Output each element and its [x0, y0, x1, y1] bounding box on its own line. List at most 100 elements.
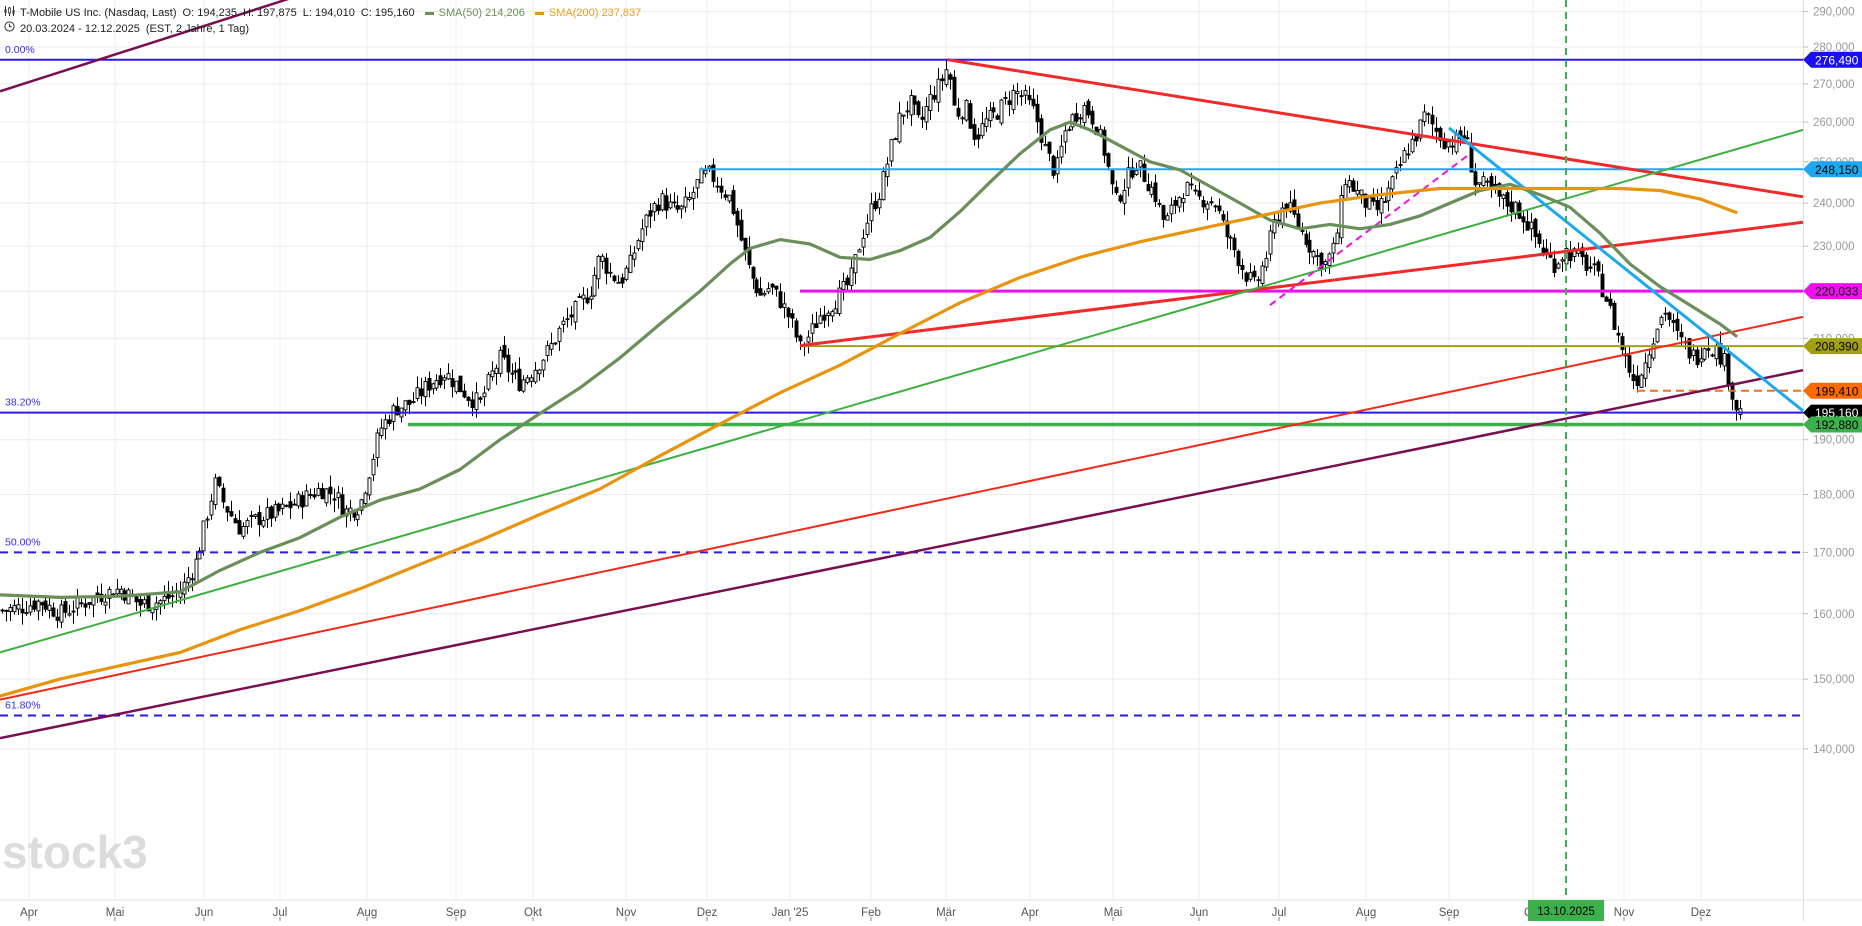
sma200-label[interactable]: SMA(200): [548, 7, 599, 19]
candle-up: [826, 312, 831, 316]
candle-down: [1153, 182, 1158, 203]
candle-down: [604, 257, 609, 274]
candle-down: [1375, 200, 1380, 211]
candle-down: [1671, 319, 1676, 324]
y-tick-label: 290,000: [1813, 6, 1855, 18]
candle-up: [261, 520, 266, 527]
drawing-lines[interactable]: [0, 0, 1804, 900]
candle-up: [1702, 348, 1707, 360]
candle-down: [513, 370, 518, 373]
candle-up: [273, 504, 278, 518]
candle-up: [1335, 232, 1340, 245]
candle-down: [1635, 375, 1640, 386]
x-tick-label: Sep: [446, 907, 466, 919]
uptrend-purple-line[interactable]: [0, 368, 1804, 740]
candle-up: [194, 558, 199, 583]
candle-up: [367, 477, 372, 496]
high-label: H:: [242, 7, 254, 19]
candle-up: [1288, 202, 1293, 212]
close-label: C:: [360, 7, 372, 19]
candle-down: [1351, 180, 1356, 192]
candle-up: [608, 271, 613, 274]
candle-down: [612, 275, 617, 282]
candle-down: [1047, 141, 1052, 154]
candle-up: [679, 205, 684, 210]
magenta-dashed-line[interactable]: [1269, 152, 1471, 306]
candle-down: [932, 95, 937, 100]
candle-up: [810, 323, 815, 334]
candle-down: [1620, 336, 1625, 350]
candle-down: [798, 335, 803, 342]
price-axis[interactable]: 290,000280,000270,000260,000250,000240,0…: [1803, 6, 1855, 756]
candle-up: [403, 400, 408, 411]
time-axis[interactable]: Apr Mai Jun Jul Aug Sep Okt Nov Dez Jan '25 Feb Mär…: [20, 900, 1711, 921]
candle-up: [375, 432, 380, 459]
clock-icon: [4, 21, 16, 37]
candle-down: [1675, 318, 1680, 331]
candle-up: [861, 237, 866, 248]
candle-down: [1304, 233, 1309, 246]
candle-down: [340, 494, 345, 516]
candle-down: [1517, 202, 1522, 219]
candle-up: [616, 281, 621, 284]
uptrend-red-thin-line[interactable]: [0, 315, 1804, 701]
candle-down: [1161, 205, 1166, 220]
candle-down: [873, 200, 878, 210]
uptrend-green-line[interactable]: [0, 128, 1804, 654]
x-tick-label: Nov: [1614, 907, 1635, 919]
candle-down: [1533, 218, 1538, 238]
candle-up: [1560, 259, 1565, 262]
downtrend-red-line[interactable]: [947, 58, 1804, 199]
upper-purple-line[interactable]: [0, 0, 460, 93]
candle-up: [1205, 203, 1210, 210]
candle-up: [909, 95, 914, 116]
downtrend-blue-line[interactable]: [1448, 126, 1804, 412]
candle-down: [1197, 190, 1202, 197]
candle-up: [486, 374, 491, 390]
candle-down: [952, 76, 957, 106]
candle-up: [1248, 272, 1253, 280]
candle-down: [1414, 135, 1419, 142]
x-tick-label: Jun: [1190, 907, 1209, 919]
candle-down: [778, 291, 783, 308]
candle-down: [1679, 331, 1684, 338]
open-label: O:: [182, 7, 195, 19]
low-value: 194,010: [315, 7, 355, 19]
candle-up: [1426, 113, 1431, 116]
candle-down: [276, 503, 281, 512]
candle-up: [1691, 349, 1696, 357]
price-tag-label: 220,033: [1815, 285, 1859, 299]
candle-down: [32, 600, 37, 610]
candle-up: [304, 490, 309, 507]
candle-down: [1604, 296, 1609, 302]
price-tag-label: 199,410: [1815, 384, 1859, 398]
candle-down: [1505, 192, 1510, 207]
candle-up: [1714, 344, 1719, 360]
price-tag-label: 248,150: [1815, 163, 1859, 177]
candle-up: [1003, 97, 1008, 99]
candle-up: [640, 228, 645, 242]
candle-down: [1434, 127, 1439, 132]
candle-up: [652, 203, 657, 213]
candle-down: [328, 486, 333, 495]
candle-up: [960, 117, 965, 120]
candle-down: [569, 314, 574, 318]
candle-up: [695, 179, 700, 189]
candle-down: [976, 134, 981, 140]
candle-down: [956, 107, 961, 117]
candle-up: [699, 168, 704, 184]
candle-up: [557, 327, 562, 342]
candle-down: [1074, 113, 1079, 122]
y-tick-label: 260,000: [1813, 117, 1855, 129]
x-tick-label: Mai: [1104, 907, 1123, 919]
candle-up: [363, 492, 368, 504]
candle-up: [391, 405, 396, 423]
candle-up: [541, 359, 546, 371]
sma50-label[interactable]: SMA(50): [438, 7, 483, 19]
chart-legend: T-Mobile US Inc. (Nasdaq, Last) O: 194,2…: [4, 5, 641, 37]
candle-down: [1616, 332, 1621, 336]
candle-up: [818, 315, 823, 324]
uptrend-red-thick-line[interactable]: [799, 220, 1804, 348]
